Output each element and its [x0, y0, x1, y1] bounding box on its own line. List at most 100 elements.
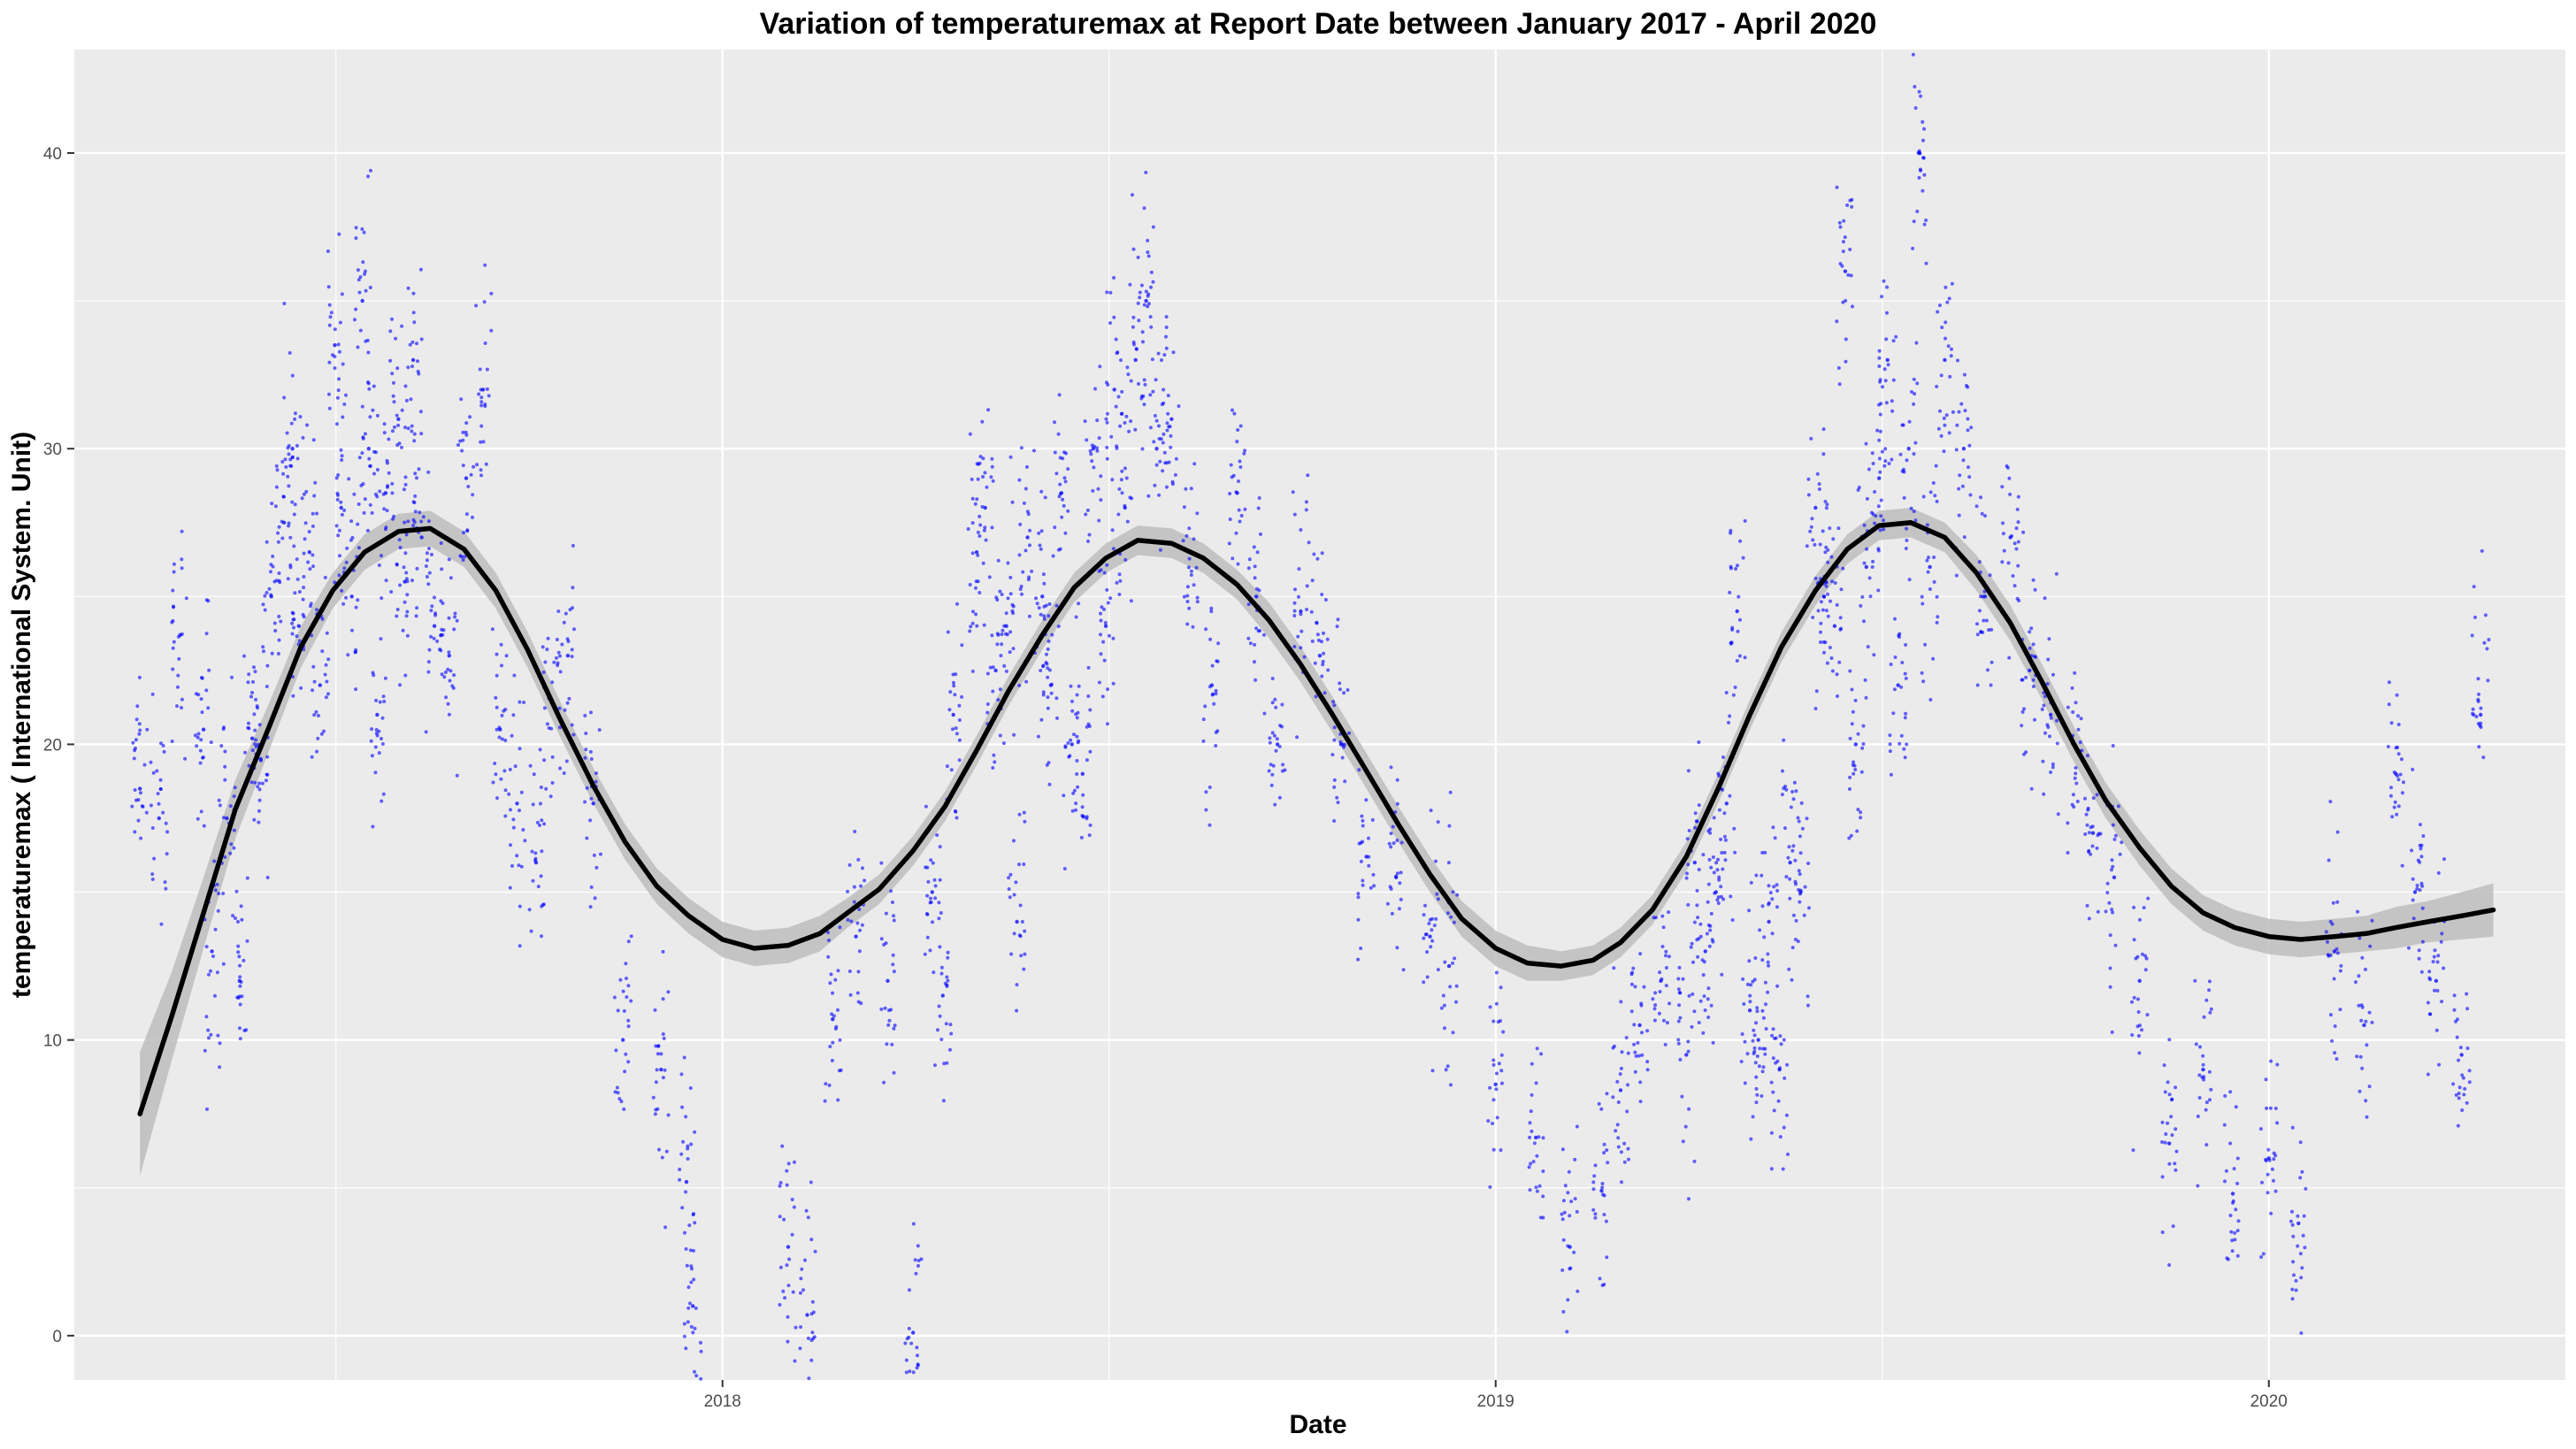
- data-point: [1664, 949, 1668, 954]
- data-point: [335, 491, 340, 495]
- data-point: [440, 672, 444, 677]
- data-point: [2328, 919, 2333, 924]
- data-point: [350, 535, 355, 540]
- data-point: [1162, 432, 1166, 436]
- data-point: [859, 884, 863, 888]
- data-point: [1873, 521, 1877, 525]
- data-point: [2367, 1010, 2372, 1015]
- data-point: [2301, 1233, 2305, 1238]
- data-point: [1002, 663, 1007, 668]
- data-point: [2135, 954, 2140, 959]
- data-point: [1131, 193, 1134, 197]
- data-point: [356, 345, 360, 349]
- data-point: [1325, 637, 1330, 641]
- data-point: [1896, 683, 1900, 687]
- data-point: [1758, 928, 1762, 932]
- data-point: [1494, 1087, 1499, 1092]
- data-point: [1149, 285, 1153, 289]
- data-point: [1905, 458, 1909, 463]
- data-point: [1911, 246, 1915, 250]
- data-point: [1075, 716, 1079, 720]
- data-point: [1432, 924, 1437, 928]
- data-point: [1742, 1002, 1746, 1006]
- data-point: [1425, 975, 1430, 979]
- data-point: [1766, 990, 1770, 994]
- data-point: [356, 598, 360, 602]
- data-point: [612, 995, 617, 1000]
- data-point: [404, 614, 409, 618]
- data-point: [939, 911, 943, 915]
- data-point: [2142, 906, 2146, 909]
- data-point: [1776, 1099, 1781, 1103]
- data-point: [1164, 334, 1168, 339]
- data-point: [556, 661, 560, 665]
- data-point: [483, 402, 487, 406]
- data-point: [341, 602, 346, 606]
- data-point: [464, 430, 468, 434]
- data-point: [1000, 632, 1004, 636]
- data-point: [1273, 802, 1277, 807]
- data-point: [392, 400, 396, 404]
- data-point: [1876, 504, 1881, 509]
- data-point: [1918, 151, 1922, 156]
- data-point: [2066, 705, 2070, 709]
- data-point: [592, 853, 596, 857]
- data-point: [1719, 837, 1723, 841]
- data-point: [1541, 1169, 1545, 1173]
- data-point: [1638, 1100, 1643, 1104]
- data-point: [565, 637, 570, 641]
- data-point: [356, 502, 361, 506]
- data-point: [1210, 663, 1215, 668]
- data-point: [947, 708, 952, 712]
- data-point: [2204, 1100, 2209, 1105]
- data-point: [1238, 465, 1243, 469]
- data-point: [1882, 279, 1886, 283]
- data-point: [1254, 594, 1259, 599]
- data-point: [418, 267, 423, 272]
- data-point: [2233, 1230, 2237, 1235]
- data-point: [471, 493, 475, 497]
- data-point: [626, 1018, 631, 1023]
- data-point: [245, 939, 249, 943]
- data-point: [193, 733, 197, 738]
- data-point: [446, 667, 450, 671]
- data-point: [360, 404, 364, 409]
- data-point: [1906, 447, 1911, 451]
- data-point: [2461, 1076, 2465, 1080]
- data-point: [1332, 819, 1337, 823]
- data-point: [932, 878, 937, 882]
- data-point: [462, 531, 465, 535]
- data-point: [312, 494, 317, 498]
- data-point: [1112, 276, 1116, 280]
- data-point: [472, 464, 476, 469]
- data-point: [1798, 892, 1802, 896]
- data-point: [1032, 448, 1036, 453]
- data-point: [2160, 1140, 2165, 1144]
- data-point: [1024, 548, 1028, 553]
- data-point: [1209, 610, 1214, 614]
- data-point: [1794, 918, 1798, 923]
- data-point: [1072, 732, 1076, 737]
- data-point: [1702, 960, 1706, 964]
- data-point: [400, 408, 404, 412]
- data-point: [1598, 1276, 1602, 1281]
- data-point: [661, 949, 665, 954]
- data-point: [1063, 531, 1068, 535]
- data-point: [1889, 772, 1893, 777]
- data-point: [969, 625, 973, 629]
- data-point: [1693, 825, 1698, 830]
- data-point: [447, 712, 451, 717]
- data-point: [1228, 492, 1232, 495]
- data-point: [413, 510, 418, 514]
- data-point: [545, 648, 549, 652]
- data-point: [411, 291, 416, 295]
- data-point: [1146, 239, 1150, 242]
- data-point: [1860, 746, 1865, 750]
- data-point: [2108, 933, 2112, 938]
- data-point: [1074, 712, 1078, 717]
- data-point: [1231, 473, 1236, 478]
- data-point: [284, 464, 288, 469]
- data-point: [386, 485, 389, 489]
- data-point: [993, 760, 997, 764]
- data-point: [352, 492, 356, 496]
